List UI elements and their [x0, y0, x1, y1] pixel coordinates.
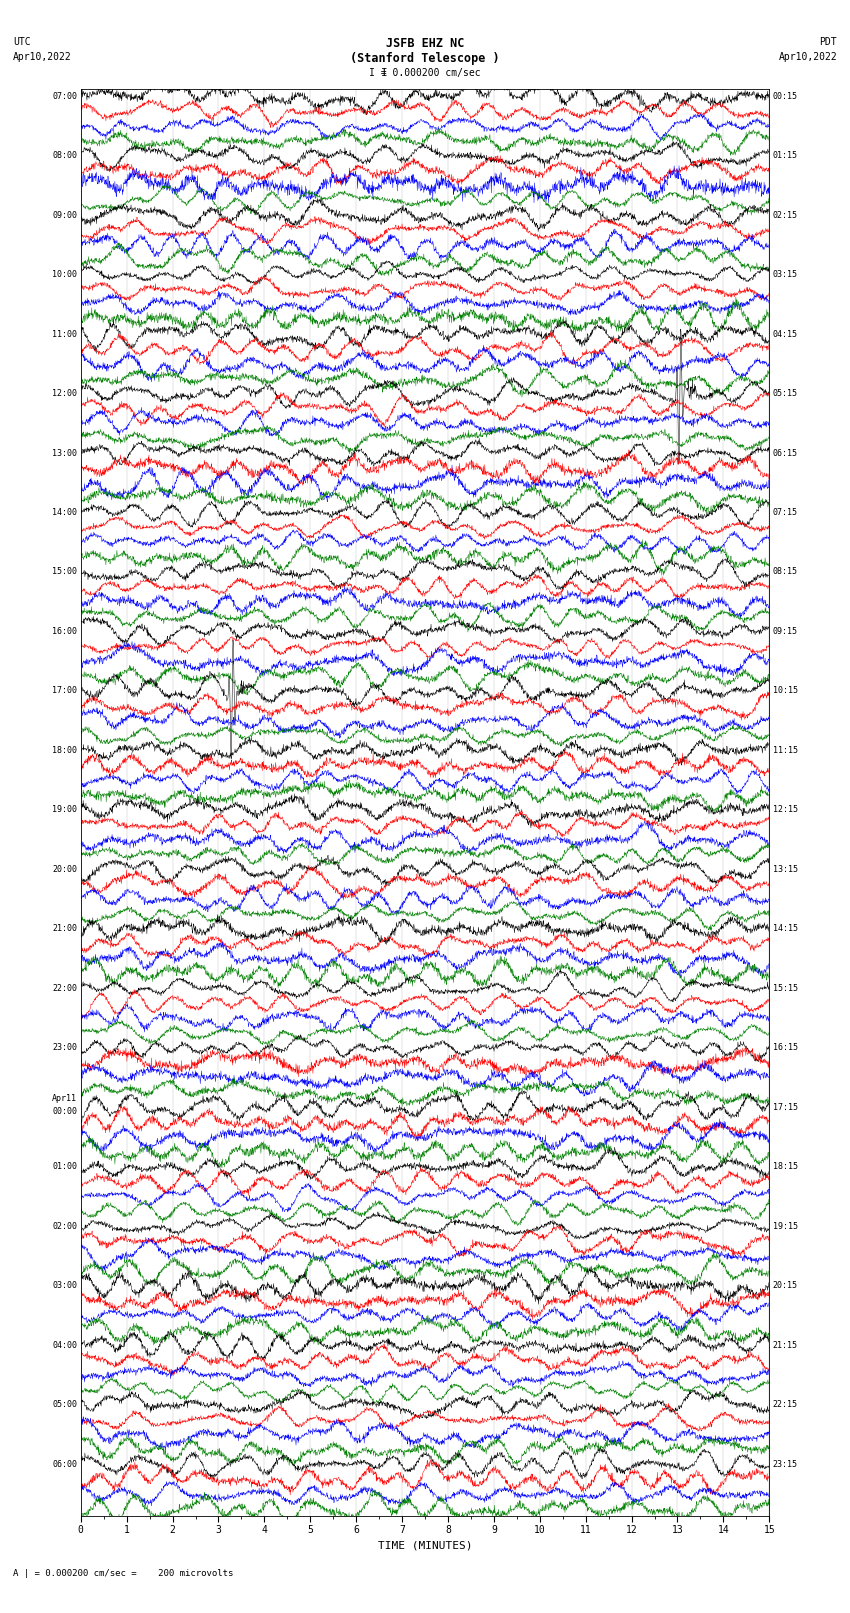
Text: 06:15: 06:15 — [773, 448, 797, 458]
Text: A | = 0.000200 cm/sec =    200 microvolts: A | = 0.000200 cm/sec = 200 microvolts — [13, 1568, 233, 1578]
Text: 15:15: 15:15 — [773, 984, 797, 994]
Text: 15:00: 15:00 — [53, 568, 77, 576]
Text: 08:15: 08:15 — [773, 568, 797, 576]
Text: 21:00: 21:00 — [53, 924, 77, 934]
Text: 12:15: 12:15 — [773, 805, 797, 815]
Text: 19:15: 19:15 — [773, 1221, 797, 1231]
Text: 04:00: 04:00 — [53, 1340, 77, 1350]
Text: 13:15: 13:15 — [773, 865, 797, 874]
Text: 16:15: 16:15 — [773, 1044, 797, 1052]
Text: 23:15: 23:15 — [773, 1460, 797, 1469]
Text: 08:00: 08:00 — [53, 152, 77, 160]
Text: 03:00: 03:00 — [53, 1281, 77, 1290]
Text: I = 0.000200 cm/sec: I = 0.000200 cm/sec — [369, 68, 481, 77]
X-axis label: TIME (MINUTES): TIME (MINUTES) — [377, 1540, 473, 1550]
Text: 11:00: 11:00 — [53, 329, 77, 339]
Text: 16:00: 16:00 — [53, 627, 77, 636]
Text: Apr10,2022: Apr10,2022 — [779, 52, 837, 61]
Text: 20:00: 20:00 — [53, 865, 77, 874]
Text: 01:15: 01:15 — [773, 152, 797, 160]
Text: 09:15: 09:15 — [773, 627, 797, 636]
Text: Apr10,2022: Apr10,2022 — [13, 52, 71, 61]
Text: 17:15: 17:15 — [773, 1103, 797, 1111]
Text: (Stanford Telescope ): (Stanford Telescope ) — [350, 52, 500, 65]
Text: UTC: UTC — [13, 37, 31, 47]
Text: 01:00: 01:00 — [53, 1163, 77, 1171]
Text: 22:00: 22:00 — [53, 984, 77, 994]
Text: 00:00: 00:00 — [53, 1107, 77, 1116]
Text: 04:15: 04:15 — [773, 329, 797, 339]
Text: JSFB EHZ NC: JSFB EHZ NC — [386, 37, 464, 50]
Text: Apr11: Apr11 — [53, 1094, 77, 1103]
Text: 09:00: 09:00 — [53, 211, 77, 219]
Text: 14:15: 14:15 — [773, 924, 797, 934]
Text: 02:15: 02:15 — [773, 211, 797, 219]
Text: 13:00: 13:00 — [53, 448, 77, 458]
Text: 05:00: 05:00 — [53, 1400, 77, 1410]
Text: 10:00: 10:00 — [53, 269, 77, 279]
Text: PDT: PDT — [819, 37, 837, 47]
Text: 17:00: 17:00 — [53, 687, 77, 695]
Text: I: I — [381, 68, 388, 77]
Text: 00:15: 00:15 — [773, 92, 797, 100]
Text: 14:00: 14:00 — [53, 508, 77, 518]
Text: 20:15: 20:15 — [773, 1281, 797, 1290]
Text: 07:15: 07:15 — [773, 508, 797, 518]
Text: 11:15: 11:15 — [773, 745, 797, 755]
Text: 18:00: 18:00 — [53, 745, 77, 755]
Text: 10:15: 10:15 — [773, 687, 797, 695]
Text: 05:15: 05:15 — [773, 389, 797, 398]
Text: 23:00: 23:00 — [53, 1044, 77, 1052]
Text: 21:15: 21:15 — [773, 1340, 797, 1350]
Text: 02:00: 02:00 — [53, 1221, 77, 1231]
Text: 19:00: 19:00 — [53, 805, 77, 815]
Text: 22:15: 22:15 — [773, 1400, 797, 1410]
Text: 07:00: 07:00 — [53, 92, 77, 100]
Text: 03:15: 03:15 — [773, 269, 797, 279]
Text: 06:00: 06:00 — [53, 1460, 77, 1469]
Text: 12:00: 12:00 — [53, 389, 77, 398]
Text: 18:15: 18:15 — [773, 1163, 797, 1171]
